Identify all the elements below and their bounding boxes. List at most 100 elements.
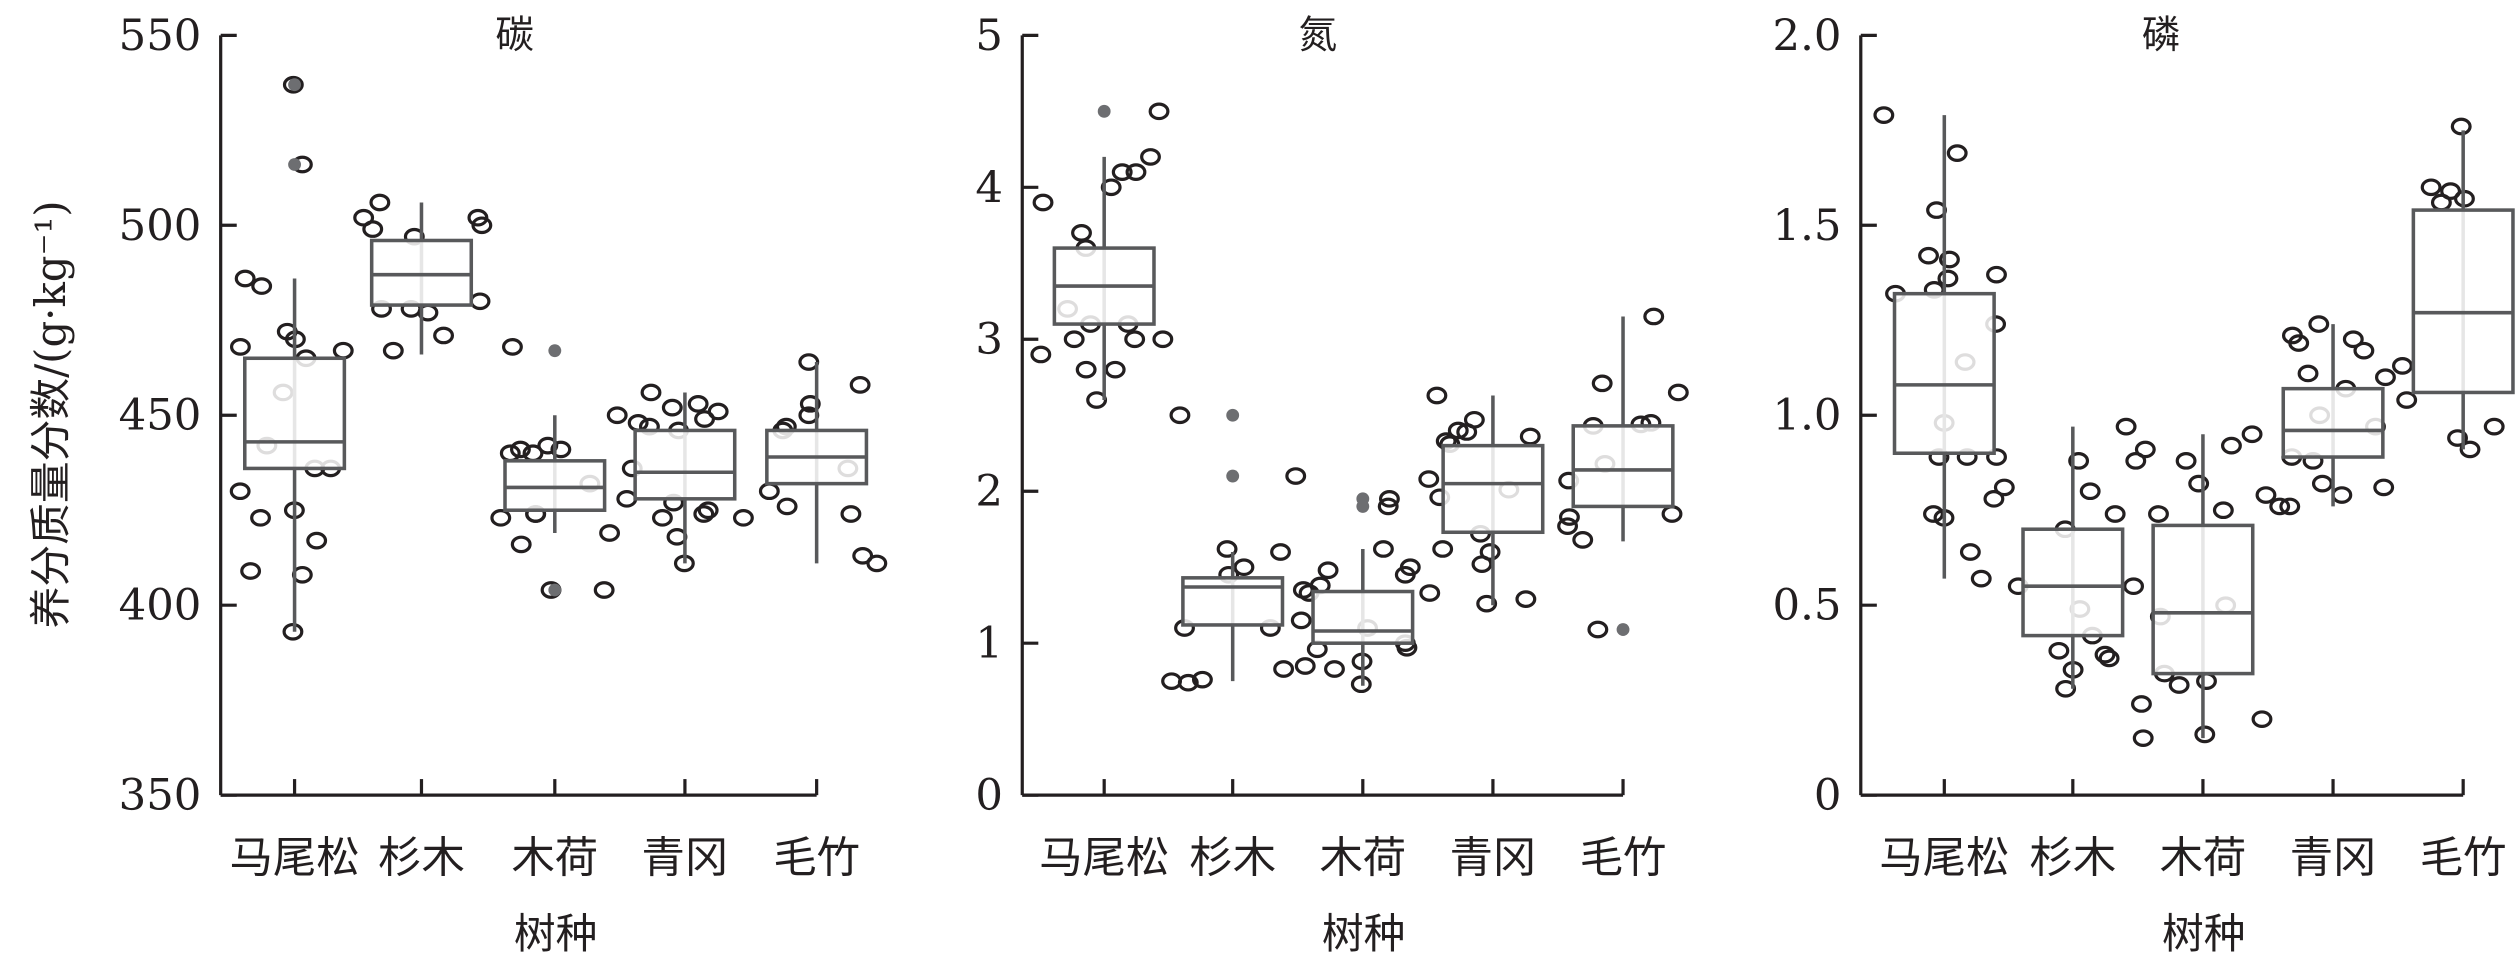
x-axis-label: 树种 [1322,909,1406,958]
data-point [2241,425,2263,444]
y-tick-label: 2.0 [1773,11,1842,61]
data-point [687,395,709,413]
data-point [251,277,273,295]
data-point [1290,611,1312,630]
outlier-point [288,78,301,92]
data-point [1959,543,1981,561]
x-tick-label: 木荷 [1319,833,1406,883]
data-point [550,440,572,459]
data-point [250,508,271,527]
data-point [1938,250,1960,269]
data-point [1591,374,1613,393]
data-point [2288,334,2310,352]
data-point [1148,102,1170,121]
data-point [490,508,512,527]
data-point [616,489,638,508]
y-tick-label: 550 [119,11,202,61]
data-point [758,482,780,501]
outlier-point [1616,623,1630,636]
data-point [1100,178,1122,197]
data-point [433,326,455,345]
data-point [1032,193,1054,212]
y-tick-label: 4 [975,163,1003,213]
data-point [2098,649,2120,668]
y-tick-label: 1.0 [1773,391,1842,441]
data-point [732,508,754,527]
x-tick-label: 马尾松 [1879,833,2009,883]
data-point [2297,364,2319,383]
box-iqr [1892,291,1996,456]
data-point [2420,178,2442,197]
x-tick-label: 毛竹 [773,833,860,883]
data-point [1273,660,1295,678]
data-point [2079,482,2101,501]
data-point [362,220,384,238]
data-point [2331,486,2353,504]
y-tick-label: 350 [119,771,202,821]
x-axis-label: 树种 [2162,909,2246,958]
data-point [1233,558,1255,577]
data-point [1661,505,1683,523]
data-point [1432,540,1454,558]
data-point [1986,448,2007,466]
box-iqr [2151,523,2255,676]
data-point [2396,391,2418,409]
y-tick-label: 2 [975,467,1003,517]
y-tick-label: 0 [1814,771,1842,821]
x-tick-label: 木荷 [2160,833,2247,883]
data-point [1558,508,1580,526]
box-iqr [2281,386,2385,459]
data-point [849,376,871,394]
data-point [2308,315,2330,333]
data-point [1317,561,1339,580]
data-point [2447,429,2468,447]
data-point [2459,440,2481,459]
data-point [2131,695,2152,713]
data-point [2450,117,2472,136]
data-point [2125,451,2147,470]
data-point [2221,436,2242,455]
box-iqr [1441,443,1545,535]
data-point [1294,657,1316,675]
data-point [2132,729,2154,747]
y-tick-label: 3 [975,315,1003,365]
data-point [382,341,404,360]
data-point [2148,505,2169,523]
outlier-point [1226,469,1240,483]
data-point [1515,590,1537,608]
box-iqr [2411,208,2515,395]
data-point [1572,531,1594,549]
panel-title: 磷 [2142,13,2181,58]
data-point [1030,345,1052,364]
panel-title: 碳 [495,13,534,58]
data-point [1426,386,1448,405]
data-point [2123,577,2145,596]
data-point [1216,540,1238,558]
data-point [593,581,615,599]
data-point [2048,641,2070,660]
data-point [1937,269,1959,288]
data-point [1378,489,1400,508]
data-point [840,505,862,523]
data-point [661,398,683,417]
data-point [627,414,649,432]
data-point [2168,676,2190,694]
data-point [502,338,523,356]
data-point [510,535,532,554]
data-point [1986,265,2007,284]
data-point [1983,489,2005,508]
y-tick-label: 0.5 [1773,581,1842,631]
data-point [651,508,673,527]
data-point [693,505,715,523]
data-point [2342,330,2364,349]
data-point [1476,594,1498,613]
data-point [1447,421,1469,440]
data-point [2483,417,2505,436]
data-point [799,395,821,413]
x-tick-label: 青冈 [2290,833,2377,883]
data-point [2353,341,2375,360]
data-point [234,269,256,288]
data-point [2269,497,2291,516]
y-tick-label: 450 [119,391,202,441]
